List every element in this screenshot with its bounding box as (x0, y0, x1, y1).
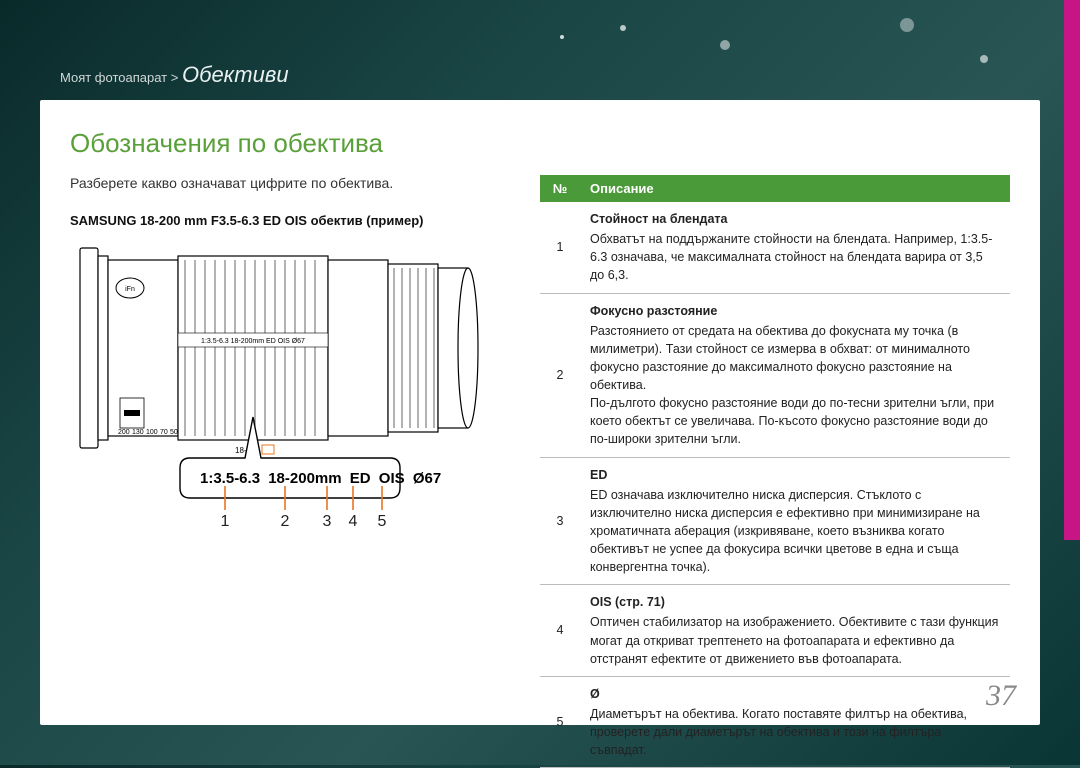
svg-text:4: 4 (349, 513, 358, 528)
lens-example-label: SAMSUNG 18-200 mm F3.5-6.3 ED OIS обекти… (70, 213, 502, 228)
svg-text:1:3.5-6.3 18-200mm: 1:3.5-6.3 18-200mm ED OIS Ø67 (200, 470, 441, 487)
ifn-label: iFn (125, 286, 135, 293)
svg-text:50: 50 (170, 429, 178, 436)
description-table: № Описание 1 Стойност на блендатаОбхватъ… (540, 175, 1010, 768)
right-column: № Описание 1 Стойност на блендатаОбхватъ… (540, 175, 1010, 768)
svg-text:100: 100 (146, 429, 158, 436)
page-number: 37 (986, 679, 1016, 713)
table-header-desc: Описание (580, 175, 1010, 202)
svg-text:1: 1 (221, 513, 230, 528)
svg-text:70: 70 (160, 429, 168, 436)
table-row: 1 Стойност на блендатаОбхватът на поддър… (540, 202, 1010, 293)
breadcrumb: Моят фотоапарат > Обективи (60, 62, 289, 88)
table-row: 5 ØДиаметърът на обектива. Когато постав… (540, 676, 1010, 768)
svg-text:3: 3 (323, 513, 332, 528)
table-header-num: № (540, 175, 580, 202)
page-subtitle: Разберете какво означават цифрите по обе… (70, 175, 502, 191)
content-card: Обозначения по обектива Разберете какво … (40, 100, 1040, 725)
svg-text:200: 200 (118, 429, 130, 436)
svg-text:130: 130 (132, 429, 144, 436)
page-title: Обозначения по обектива (70, 128, 1010, 159)
table-row: 3 EDED означава изключително ниска диспе… (540, 457, 1010, 585)
svg-text:2: 2 (281, 513, 290, 528)
table-row: 2 Фокусно разстояниеРазстоянието от сред… (540, 293, 1010, 457)
svg-text:5: 5 (378, 513, 387, 528)
breadcrumb-current: Обективи (182, 62, 289, 87)
breadcrumb-prefix: Моят фотоапарат > (60, 70, 178, 85)
left-column: Разберете какво означават цифрите по обе… (70, 175, 502, 528)
magenta-side-strip (1064, 0, 1080, 540)
table-row: 4 OIS (стр. 71)Оптичен стабилизатор на и… (540, 585, 1010, 677)
lens-engraving: 1:3.5-6.3 18-200mm ED OIS Ø67 (201, 338, 305, 345)
lens-diagram: iFn 1:3.5-6.3 18-200mm ED OIS Ø67 200 13… (70, 238, 500, 528)
